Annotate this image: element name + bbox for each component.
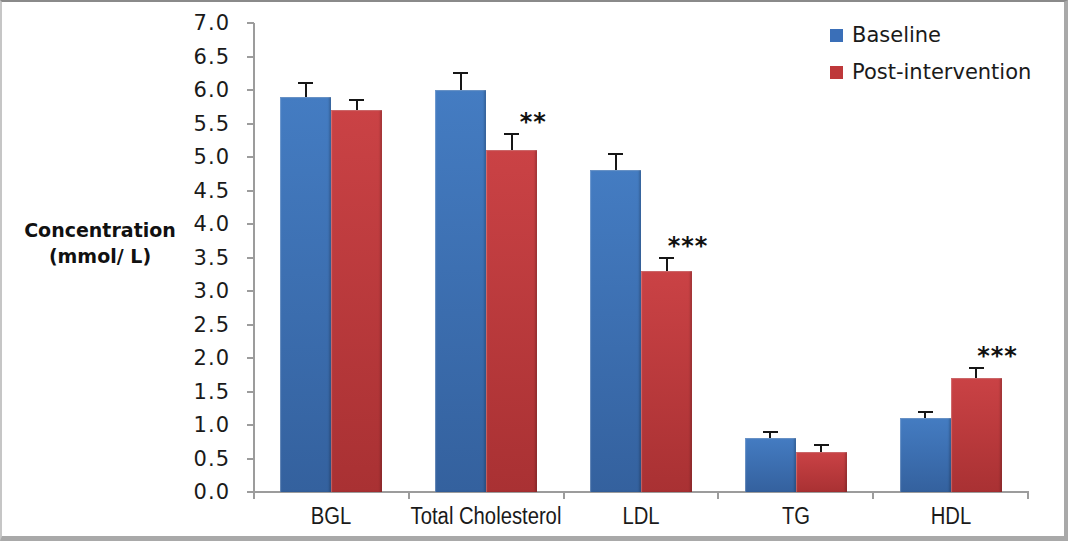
bar-chart: Concentration (mmol/ L) 0.0 0.5 1.0 1.5 2.0 2…	[2, 2, 1064, 536]
x-axis-category-label: HDL	[867, 503, 1034, 529]
y-axis-tick-label: 3.0	[168, 278, 230, 304]
y-axis-tick-label: 0.0	[168, 479, 230, 505]
error-bar-cap	[298, 82, 313, 84]
legend-swatch-icon	[830, 66, 843, 79]
y-axis-tick-label: 1.5	[168, 379, 230, 405]
x-axis-category-label: TG	[712, 503, 879, 529]
y-axis-tick-label: 5.0	[168, 144, 230, 170]
y-axis-tick-label: 7.0	[168, 10, 230, 36]
y-axis-tick	[247, 257, 254, 259]
error-bar-total-cholesterol-baseline	[460, 73, 462, 90]
error-bar-tg-post-intervention	[820, 445, 822, 452]
y-axis-tick	[247, 290, 254, 292]
y-axis-tick	[247, 123, 254, 125]
y-axis-tick	[247, 391, 254, 393]
y-axis-tick	[247, 458, 254, 460]
error-bar-ldl-post-intervention	[666, 258, 668, 271]
error-bar-ldl-baseline	[615, 154, 617, 171]
significance-marker-total-cholesterol: **	[520, 110, 547, 134]
y-axis-tick	[247, 190, 254, 192]
bar-post-intervention-ldl	[641, 271, 692, 492]
error-bar-bgl-baseline	[305, 83, 307, 96]
legend-item-post-intervention: Post-intervention	[830, 59, 1031, 85]
y-axis-tick-label: 2.0	[168, 345, 230, 371]
x-axis-tick	[717, 492, 719, 499]
error-bar-hdl-baseline	[924, 412, 926, 419]
y-axis-tick-label: 6.0	[168, 77, 230, 103]
bar-baseline-bgl	[280, 97, 331, 492]
y-axis-tick-label: 5.5	[168, 111, 230, 137]
y-axis-tick	[247, 156, 254, 158]
x-axis-category-label: LDL	[557, 503, 724, 529]
legend-swatch-icon	[830, 29, 843, 42]
y-axis-tick	[247, 89, 254, 91]
significance-marker-ldl: ***	[668, 234, 709, 258]
legend: Baseline Post-intervention	[830, 22, 1031, 96]
error-bar-tg-baseline	[769, 432, 771, 439]
bar-baseline-total-cholesterol	[435, 90, 486, 492]
y-axis-tick-label: 2.5	[168, 312, 230, 338]
error-bar-cap	[349, 99, 364, 101]
error-bar-cap	[504, 133, 519, 135]
error-bar-cap	[814, 444, 829, 446]
y-axis-tick	[247, 357, 254, 359]
y-axis-tick-label: 1.0	[168, 412, 230, 438]
bar-baseline-tg	[745, 438, 796, 492]
error-bar-cap	[608, 153, 623, 155]
x-axis-category-label: Total Cholesterol	[403, 503, 570, 529]
y-axis-tick-label: 3.5	[168, 245, 230, 271]
legend-label: Baseline	[852, 23, 941, 47]
y-axis-tick-label: 4.0	[168, 211, 230, 237]
y-axis-tick	[247, 22, 254, 24]
y-axis-title: Concentration (mmol/ L)	[10, 218, 190, 269]
x-axis-tick	[1027, 492, 1029, 499]
bar-baseline-hdl	[900, 418, 951, 492]
x-axis-tick	[872, 492, 874, 499]
x-axis-tick	[253, 492, 255, 499]
bar-baseline-ldl	[590, 170, 641, 492]
chart-frame: Concentration (mmol/ L) 0.0 0.5 1.0 1.5 2.0 2…	[0, 0, 1068, 541]
y-axis-tick	[247, 223, 254, 225]
y-axis-tick	[247, 56, 254, 58]
y-axis-tick-label: 0.5	[168, 446, 230, 472]
legend-label: Post-intervention	[852, 60, 1031, 84]
error-bar-total-cholesterol-post-intervention	[511, 134, 513, 151]
error-bar-cap	[918, 411, 933, 413]
x-axis-tick	[563, 492, 565, 499]
significance-marker-hdl: ***	[977, 344, 1018, 368]
bar-post-intervention-tg	[796, 452, 847, 492]
bar-post-intervention-total-cholesterol	[486, 150, 537, 492]
bar-post-intervention-bgl	[331, 110, 382, 492]
y-axis-tick-label: 4.5	[168, 178, 230, 204]
x-axis-tick	[408, 492, 410, 499]
error-bar-cap	[763, 431, 778, 433]
y-axis-title-line1: Concentration	[10, 218, 190, 244]
bar-post-intervention-hdl	[951, 378, 1002, 492]
y-axis-tick	[247, 424, 254, 426]
error-bar-bgl-post-intervention	[356, 100, 358, 110]
x-axis-category-label: BGL	[248, 503, 415, 529]
y-axis-tick	[247, 324, 254, 326]
y-axis-tick-label: 6.5	[168, 44, 230, 70]
error-bar-cap	[453, 72, 468, 74]
legend-item-baseline: Baseline	[830, 22, 1031, 48]
y-axis-title-line2: (mmol/ L)	[10, 244, 190, 270]
